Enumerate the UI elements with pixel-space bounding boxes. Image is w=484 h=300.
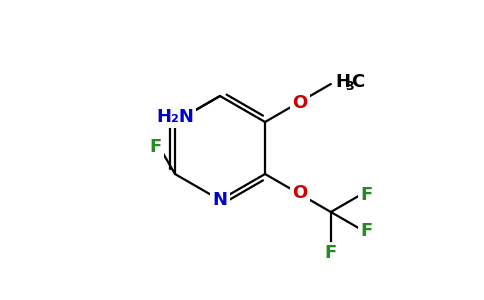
Text: C: C bbox=[351, 73, 364, 91]
Text: F: F bbox=[325, 244, 337, 262]
Text: 3: 3 bbox=[346, 80, 354, 94]
Text: N: N bbox=[212, 191, 227, 209]
Text: F: F bbox=[360, 187, 373, 205]
Text: H: H bbox=[335, 73, 350, 91]
Text: H₂N: H₂N bbox=[157, 108, 195, 126]
Text: O: O bbox=[292, 94, 307, 112]
Text: F: F bbox=[150, 138, 162, 156]
Text: F: F bbox=[360, 221, 373, 239]
Text: O: O bbox=[292, 184, 307, 202]
